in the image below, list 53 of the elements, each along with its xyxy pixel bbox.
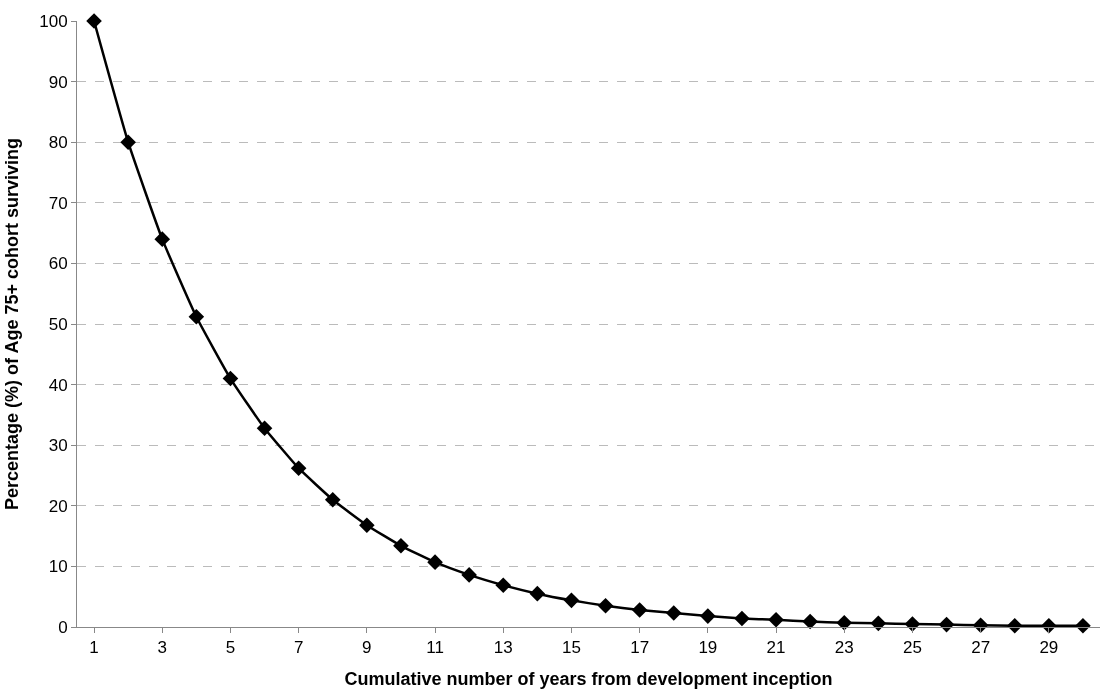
point xyxy=(700,608,716,624)
point xyxy=(802,613,818,630)
point xyxy=(154,231,171,247)
x-tick-label: 21 xyxy=(766,638,786,658)
point xyxy=(904,616,921,632)
point xyxy=(222,370,239,387)
point xyxy=(495,577,512,593)
y-tick-label: 60 xyxy=(48,254,68,274)
y-tick-label: 0 xyxy=(58,617,68,637)
x-tick-label: 7 xyxy=(293,638,304,658)
point xyxy=(597,597,614,614)
x-tick-label: 25 xyxy=(902,638,922,658)
point xyxy=(290,460,307,477)
x-tick-label: 23 xyxy=(834,638,854,658)
x-tick-label: 19 xyxy=(698,638,718,658)
point xyxy=(86,13,102,29)
x-tick-label: 15 xyxy=(561,638,581,658)
point xyxy=(461,567,477,583)
point xyxy=(836,614,853,631)
x-tick-label: 5 xyxy=(225,638,236,658)
point xyxy=(665,605,682,621)
point xyxy=(120,134,136,150)
point xyxy=(324,491,341,508)
point xyxy=(529,585,546,602)
y-tick-label: 90 xyxy=(48,72,68,92)
point xyxy=(188,308,205,325)
x-tick-label: 11 xyxy=(426,638,444,658)
y-tick-label: 70 xyxy=(48,193,68,213)
point xyxy=(393,538,409,554)
y-tick-label: 100 xyxy=(39,11,68,31)
point xyxy=(427,554,443,570)
y-tick-label: 10 xyxy=(48,557,68,577)
x-tick-label: 29 xyxy=(1039,638,1059,658)
x-axis-title: Cumulative number of years from development inception xyxy=(344,668,833,689)
point xyxy=(256,420,273,437)
x-tick-label: 3 xyxy=(157,638,167,658)
x-tick-label: 9 xyxy=(362,638,372,658)
y-axis-title: Percentage (%) of Age 75+ cohort surviving xyxy=(2,138,23,510)
x-tick-label: 17 xyxy=(630,638,650,658)
x-tick-label: 27 xyxy=(971,638,991,658)
y-tick-label: 40 xyxy=(48,375,68,395)
point xyxy=(734,610,750,627)
x-tick-label: 13 xyxy=(493,638,513,658)
y-tick-label: 80 xyxy=(48,133,68,153)
point xyxy=(359,517,375,533)
x-tick-label: 1 xyxy=(89,638,99,658)
point xyxy=(870,615,887,632)
y-tick-label: 50 xyxy=(48,314,68,334)
point xyxy=(768,611,784,628)
y-tick-label: 30 xyxy=(48,436,68,456)
y-tick-label: 20 xyxy=(48,496,68,516)
point xyxy=(631,602,648,618)
point xyxy=(563,592,580,609)
